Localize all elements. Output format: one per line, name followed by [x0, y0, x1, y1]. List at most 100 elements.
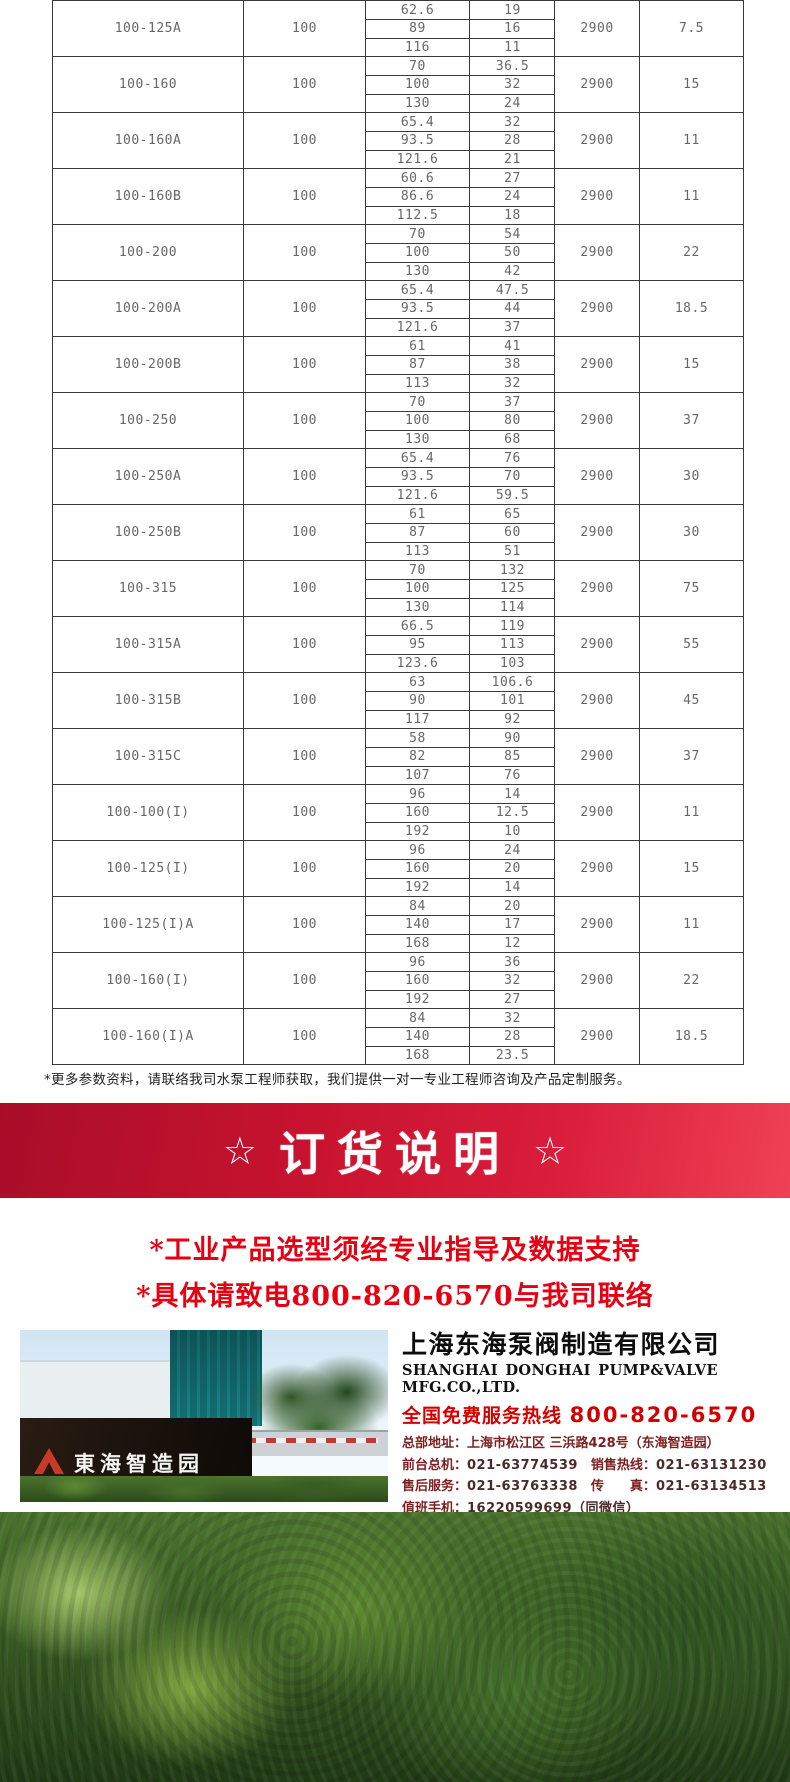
table-row: 100-315A 100 66.5 119 95 113 123.6 103 2900 55: [53, 616, 743, 672]
flow-cell: 123.6: [396, 655, 439, 671]
table-row: 100-315 100 70 132 100 125 130 114 2900 75: [53, 560, 743, 616]
flow-head-row: 130 24: [366, 93, 555, 112]
flow-head-row: 70 37: [366, 393, 555, 412]
head-cell: 18: [469, 206, 555, 224]
flow-head-row: 100 32: [366, 75, 555, 94]
flow-head-row: 58 90: [366, 729, 555, 748]
flow-head-subtable: 70 132 100 125 130 114: [365, 561, 555, 616]
power-cell: 15: [639, 337, 743, 392]
flow-head-row: 96 36: [366, 953, 555, 972]
diameter-cell: 100: [243, 505, 365, 560]
flow-cell: 96: [409, 842, 426, 858]
head-cell: 14: [469, 785, 555, 804]
diameter-cell: 100: [243, 449, 365, 504]
contact-line: 总部地址：上海市松江区 三浜路428号（东海智造园）: [402, 1433, 770, 1455]
flow-head-row: 100 50: [366, 243, 555, 262]
contact-label: 前台总机：: [402, 1457, 468, 1473]
flow-head-row: 62.6 19: [366, 1, 555, 20]
model-cell: 100-315: [118, 581, 178, 596]
flow-cell: 100: [405, 413, 430, 429]
power-cell: 11: [639, 897, 743, 952]
flow-head-row: 168 23.5: [366, 1045, 555, 1064]
flow-cell: 100: [405, 245, 430, 261]
power-cell: 37: [639, 729, 743, 784]
flow-head-row: 160 32: [366, 971, 555, 990]
head-cell: 92: [469, 710, 555, 728]
power-cell: 30: [639, 505, 743, 560]
head-cell: 90: [469, 729, 555, 748]
flow-cell: 100: [405, 77, 430, 93]
head-cell: 12.5: [469, 804, 555, 822]
diameter-cell: 100: [243, 281, 365, 336]
diameter-cell: 100: [243, 953, 365, 1008]
flow-cell: 130: [405, 431, 430, 447]
flow-head-row: 192 10: [366, 821, 555, 840]
flow-cell: 117: [405, 711, 430, 727]
flow-head-subtable: 96 14 160 12.5 192 10: [365, 785, 555, 840]
factory-photo: 東海智造园: [20, 1330, 388, 1502]
flow-head-row: 86.6 24: [366, 187, 555, 206]
model-cell: 100-160B: [114, 189, 182, 204]
head-cell: 101: [469, 692, 555, 710]
power-cell: 22: [639, 225, 743, 280]
flow-head-row: 130 114: [366, 597, 555, 616]
speed-cell: 2900: [554, 57, 639, 112]
head-cell: 59.5: [469, 486, 555, 504]
flow-head-subtable: 84 20 140 17 168 12: [365, 897, 555, 952]
flow-head-row: 95 113: [366, 635, 555, 654]
flow-head-row: 168 12: [366, 933, 555, 952]
flow-cell: 192: [405, 823, 430, 839]
flow-head-row: 87 38: [366, 355, 555, 374]
model-cell: 100-125(I)A: [102, 917, 194, 932]
head-cell: 80: [469, 412, 555, 430]
flow-cell: 116: [405, 39, 430, 55]
flow-head-row: 61 41: [366, 337, 555, 356]
contact-label: 销售热线：: [577, 1457, 656, 1473]
head-cell: 42: [469, 262, 555, 280]
flow-head-subtable: 70 36.5 100 32 130 24: [365, 57, 555, 112]
flow-head-subtable: 65.4 32 93.5 28 121.6 21: [365, 113, 555, 168]
flow-cell: 84: [409, 1010, 426, 1026]
flow-head-row: 65.4 32: [366, 113, 555, 132]
flow-cell: 168: [405, 1047, 430, 1063]
flow-cell: 65.4: [400, 450, 435, 466]
hedge-photo: [0, 1512, 790, 1782]
diameter-cell: 100: [243, 225, 365, 280]
flow-head-row: 90 101: [366, 691, 555, 710]
diameter-cell: 100: [243, 561, 365, 616]
head-cell: 44: [469, 300, 555, 318]
speed-cell: 2900: [554, 729, 639, 784]
head-cell: 32: [469, 1009, 555, 1028]
model-cell: 100-100(I): [106, 805, 190, 820]
head-cell: 10: [469, 822, 555, 840]
speed-cell: 2900: [554, 561, 639, 616]
head-cell: 103: [469, 654, 555, 672]
flow-head-row: 192 14: [366, 877, 555, 896]
flow-head-row: 100 80: [366, 411, 555, 430]
flow-head-row: 96 14: [366, 785, 555, 804]
slogan-line: *具体请致电800-820-6570与我司联络: [136, 1281, 654, 1312]
model-cell: 100-250B: [114, 525, 182, 540]
contact-line: 前台总机：021-63774539 销售热线：021-63131230: [402, 1455, 770, 1477]
flow-head-row: 66.5 119: [366, 617, 555, 636]
flow-head-subtable: 60.6 27 86.6 24 112.5 18: [365, 169, 555, 224]
head-cell: 32: [469, 76, 555, 94]
flow-cell: 160: [405, 861, 430, 877]
speed-cell: 2900: [554, 281, 639, 336]
hotline-number: 800-820-6570: [569, 1403, 758, 1427]
flow-cell: 113: [405, 543, 430, 559]
banner-title: 订货说明: [279, 1126, 511, 1181]
flow-head-row: 140 28: [366, 1027, 555, 1046]
contact-label: 传 真：: [577, 1479, 656, 1494]
photo-glass-building: [170, 1330, 262, 1426]
flow-cell: 70: [409, 562, 426, 578]
speed-cell: 2900: [554, 505, 639, 560]
flow-cell: 62.6: [400, 2, 435, 18]
power-cell: 30: [639, 449, 743, 504]
flow-head-row: 70 132: [366, 561, 555, 580]
head-cell: 20: [469, 897, 555, 916]
table-row: 100-160(I) 100 96 36 160 32 192 27 2900 22: [53, 952, 743, 1008]
flow-head-row: 89 16: [366, 19, 555, 38]
flow-cell: 168: [405, 935, 430, 951]
contact-value: 021-63774539: [467, 1457, 578, 1473]
